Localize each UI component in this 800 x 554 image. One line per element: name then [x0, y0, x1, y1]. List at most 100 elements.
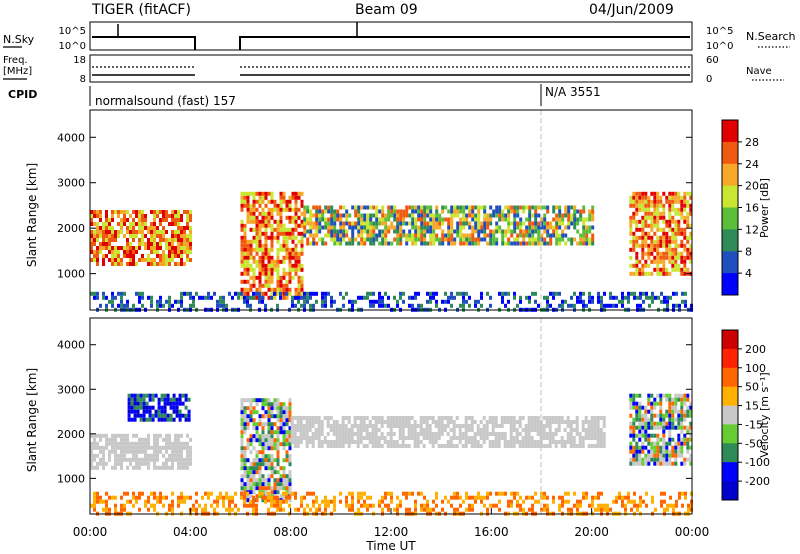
echo-cell	[570, 205, 574, 210]
echo-cell	[656, 223, 660, 228]
echo-cell	[142, 397, 146, 402]
echo-cell	[683, 191, 687, 196]
echo-cell	[126, 491, 129, 496]
echo-cell	[171, 465, 174, 470]
echo-cell	[282, 235, 286, 240]
echo-cell	[291, 227, 295, 232]
echo-cell	[156, 457, 159, 462]
echo-cell	[279, 442, 283, 447]
echo-cell	[243, 482, 247, 487]
echo-cell	[195, 491, 198, 496]
echo-cell	[177, 449, 180, 454]
echo-cell	[585, 237, 589, 242]
echo-cell	[423, 233, 427, 238]
echo-cell	[258, 466, 262, 471]
echo-cell	[662, 417, 666, 422]
echo-cell	[160, 405, 164, 410]
echo-cell	[279, 430, 283, 435]
echo-cell	[246, 263, 250, 268]
echo-cell	[647, 263, 651, 268]
echo-cell	[668, 457, 672, 462]
echo-cell	[300, 211, 304, 216]
echo-cell	[432, 499, 435, 504]
echo-cell	[133, 409, 137, 414]
echo-cell	[575, 428, 579, 432]
echo-cell	[509, 440, 513, 444]
echo-cell	[584, 428, 588, 432]
echo-cell	[294, 247, 298, 252]
echo-cell	[635, 199, 639, 204]
echo-cell	[252, 239, 256, 244]
echo-cell	[596, 444, 600, 448]
echo-cell	[228, 503, 231, 508]
echo-cell	[347, 440, 351, 444]
echo-cell	[525, 205, 529, 210]
echo-cell	[576, 299, 579, 304]
echo-cell	[240, 235, 244, 240]
echo-cell	[582, 217, 586, 222]
echo-cell	[618, 495, 621, 500]
echo-cell	[371, 424, 375, 428]
echo-cell	[183, 238, 186, 242]
echo-cell	[606, 503, 609, 508]
echo-cell	[351, 299, 354, 304]
echo-cell	[159, 445, 162, 450]
echo-cell	[138, 242, 141, 246]
colorbar-segment	[722, 443, 738, 463]
echo-cell	[198, 503, 201, 508]
echo-cell	[339, 229, 343, 234]
echo-cell	[344, 432, 348, 436]
echo-cell	[282, 458, 286, 463]
echo-cell	[163, 397, 167, 402]
xtick-label: 04:00	[173, 525, 208, 539]
echo-cell	[375, 221, 379, 226]
echo-cell	[632, 243, 636, 248]
echo-cell	[189, 242, 192, 246]
echo-cell	[261, 219, 265, 224]
echo-cell	[452, 428, 456, 432]
echo-cell	[432, 225, 436, 230]
echo-cell	[276, 207, 280, 212]
echo-cell	[450, 237, 454, 242]
echo-cell	[456, 491, 459, 496]
echo-cell	[288, 275, 292, 280]
echo-cell	[174, 437, 177, 442]
echo-cell	[668, 421, 672, 426]
echo-cell	[390, 495, 393, 500]
echo-cell	[689, 247, 693, 252]
echo-cell	[515, 428, 519, 432]
echo-cell	[264, 291, 268, 296]
echo-cell	[327, 221, 331, 226]
echo-cell	[297, 191, 301, 196]
echo-cell	[231, 507, 234, 512]
echo-cell	[558, 237, 562, 242]
echo-cell	[581, 424, 585, 428]
echo-cell	[347, 436, 351, 440]
echo-cell	[327, 233, 331, 238]
echo-cell	[506, 440, 510, 444]
echo-cell	[326, 420, 330, 424]
echo-cell	[139, 417, 143, 422]
echo-cell	[392, 444, 396, 448]
echo-cell	[680, 195, 684, 200]
echo-cell	[312, 213, 316, 218]
echo-cell	[111, 218, 114, 222]
echo-cell	[222, 299, 225, 304]
echo-cell	[461, 424, 465, 428]
echo-cell	[264, 239, 268, 244]
echo-cell	[290, 428, 294, 432]
echo-cell	[530, 428, 534, 432]
colorbar-segment	[722, 348, 738, 369]
echo-cell	[105, 461, 108, 466]
echo-cell	[609, 295, 612, 300]
echo-cell	[668, 397, 672, 402]
echo-cell	[677, 421, 681, 426]
echo-cell	[252, 235, 256, 240]
echo-cell	[282, 259, 286, 264]
echo-cell	[141, 226, 144, 230]
echo-cell	[590, 444, 594, 448]
echo-cell	[492, 209, 496, 214]
echo-cell	[252, 275, 256, 280]
echo-cell	[144, 218, 147, 222]
echo-cell	[395, 440, 399, 444]
